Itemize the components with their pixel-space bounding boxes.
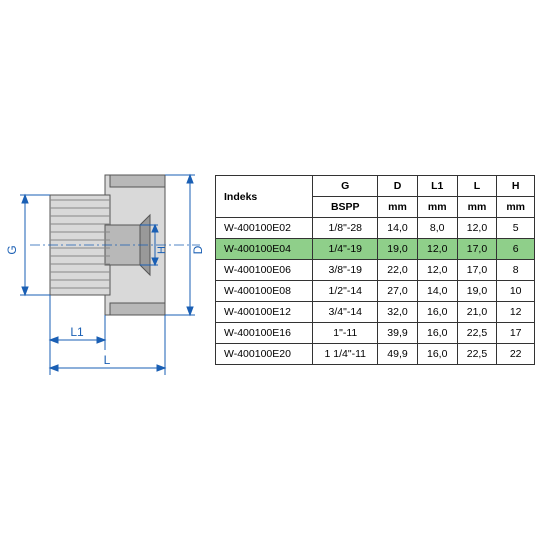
- table-cell: 19,0: [457, 281, 497, 302]
- table-cell: 1/2"-14: [313, 281, 378, 302]
- unit-G: BSPP: [313, 197, 378, 218]
- drawing-svg: G D H: [0, 140, 210, 400]
- table-cell: 17,0: [457, 260, 497, 281]
- table-cell: 12,0: [457, 218, 497, 239]
- col-G: G: [313, 176, 378, 197]
- table-cell: 27,0: [378, 281, 418, 302]
- table-cell: 39,9: [378, 323, 418, 344]
- table-row: W-400100E081/2"-1427,014,019,010: [216, 281, 535, 302]
- dim-label-H: H: [156, 246, 168, 254]
- col-indeks: Indeks: [216, 176, 313, 218]
- table-cell: 8: [497, 260, 535, 281]
- unit-L1: mm: [417, 197, 457, 218]
- table-row: W-400100E161"-1139,916,022,517: [216, 323, 535, 344]
- table-cell: 3/8"-19: [313, 260, 378, 281]
- table-cell: 16,0: [417, 323, 457, 344]
- table-cell: 49,9: [378, 344, 418, 365]
- table-cell: 12,0: [417, 260, 457, 281]
- table-cell: 14,0: [417, 281, 457, 302]
- table-cell: 32,0: [378, 302, 418, 323]
- dim-label-D: D: [191, 245, 205, 254]
- table-cell: 3/4"-14: [313, 302, 378, 323]
- table-cell: 1/4"-19: [313, 239, 378, 260]
- col-H: H: [497, 176, 535, 197]
- table-cell: 10: [497, 281, 535, 302]
- table-cell: W-400100E02: [216, 218, 313, 239]
- table-cell: 22,0: [378, 260, 418, 281]
- table-cell: W-400100E04: [216, 239, 313, 260]
- technical-drawing: G D H: [0, 140, 210, 400]
- table-cell: 22,5: [457, 344, 497, 365]
- dim-label-G: G: [5, 245, 19, 254]
- unit-L: mm: [457, 197, 497, 218]
- table-cell: W-400100E06: [216, 260, 313, 281]
- table-cell: 14,0: [378, 218, 418, 239]
- table-cell: 6: [497, 239, 535, 260]
- table-cell: 22: [497, 344, 535, 365]
- table-cell: 12: [497, 302, 535, 323]
- table-cell: 17: [497, 323, 535, 344]
- table-cell: W-400100E16: [216, 323, 313, 344]
- table-cell: 16,0: [417, 344, 457, 365]
- table-cell: W-400100E08: [216, 281, 313, 302]
- table-cell: 8,0: [417, 218, 457, 239]
- dim-label-L1: L1: [70, 325, 84, 339]
- table-row: W-400100E123/4"-1432,016,021,012: [216, 302, 535, 323]
- table-cell: 21,0: [457, 302, 497, 323]
- table-row: W-400100E041/4"-1919,012,017,06: [216, 239, 535, 260]
- table-cell: W-400100E12: [216, 302, 313, 323]
- dim-label-L: L: [104, 353, 111, 367]
- header-row: Indeks G D L1 L H: [216, 176, 535, 197]
- unit-H: mm: [497, 197, 535, 218]
- table-cell: 1/8"-28: [313, 218, 378, 239]
- spec-table: Indeks G D L1 L H BSPP mm mm mm mm W-400…: [215, 175, 535, 365]
- col-L1: L1: [417, 176, 457, 197]
- spec-table-wrap: Indeks G D L1 L H BSPP mm mm mm mm W-400…: [210, 175, 550, 365]
- table-header: Indeks G D L1 L H BSPP mm mm mm mm: [216, 176, 535, 218]
- table-row: W-400100E021/8"-2814,08,012,05: [216, 218, 535, 239]
- table-row: W-400100E201 1/4"-1149,916,022,522: [216, 344, 535, 365]
- table-body: W-400100E021/8"-2814,08,012,05W-400100E0…: [216, 218, 535, 365]
- table-cell: 5: [497, 218, 535, 239]
- table-cell: 1"-11: [313, 323, 378, 344]
- table-cell: 17,0: [457, 239, 497, 260]
- col-D: D: [378, 176, 418, 197]
- table-row: W-400100E063/8"-1922,012,017,08: [216, 260, 535, 281]
- table-cell: 1 1/4"-11: [313, 344, 378, 365]
- table-cell: 22,5: [457, 323, 497, 344]
- table-cell: 19,0: [378, 239, 418, 260]
- table-cell: 16,0: [417, 302, 457, 323]
- table-cell: W-400100E20: [216, 344, 313, 365]
- figure-container: G D H: [0, 120, 550, 420]
- col-L: L: [457, 176, 497, 197]
- table-cell: 12,0: [417, 239, 457, 260]
- unit-D: mm: [378, 197, 418, 218]
